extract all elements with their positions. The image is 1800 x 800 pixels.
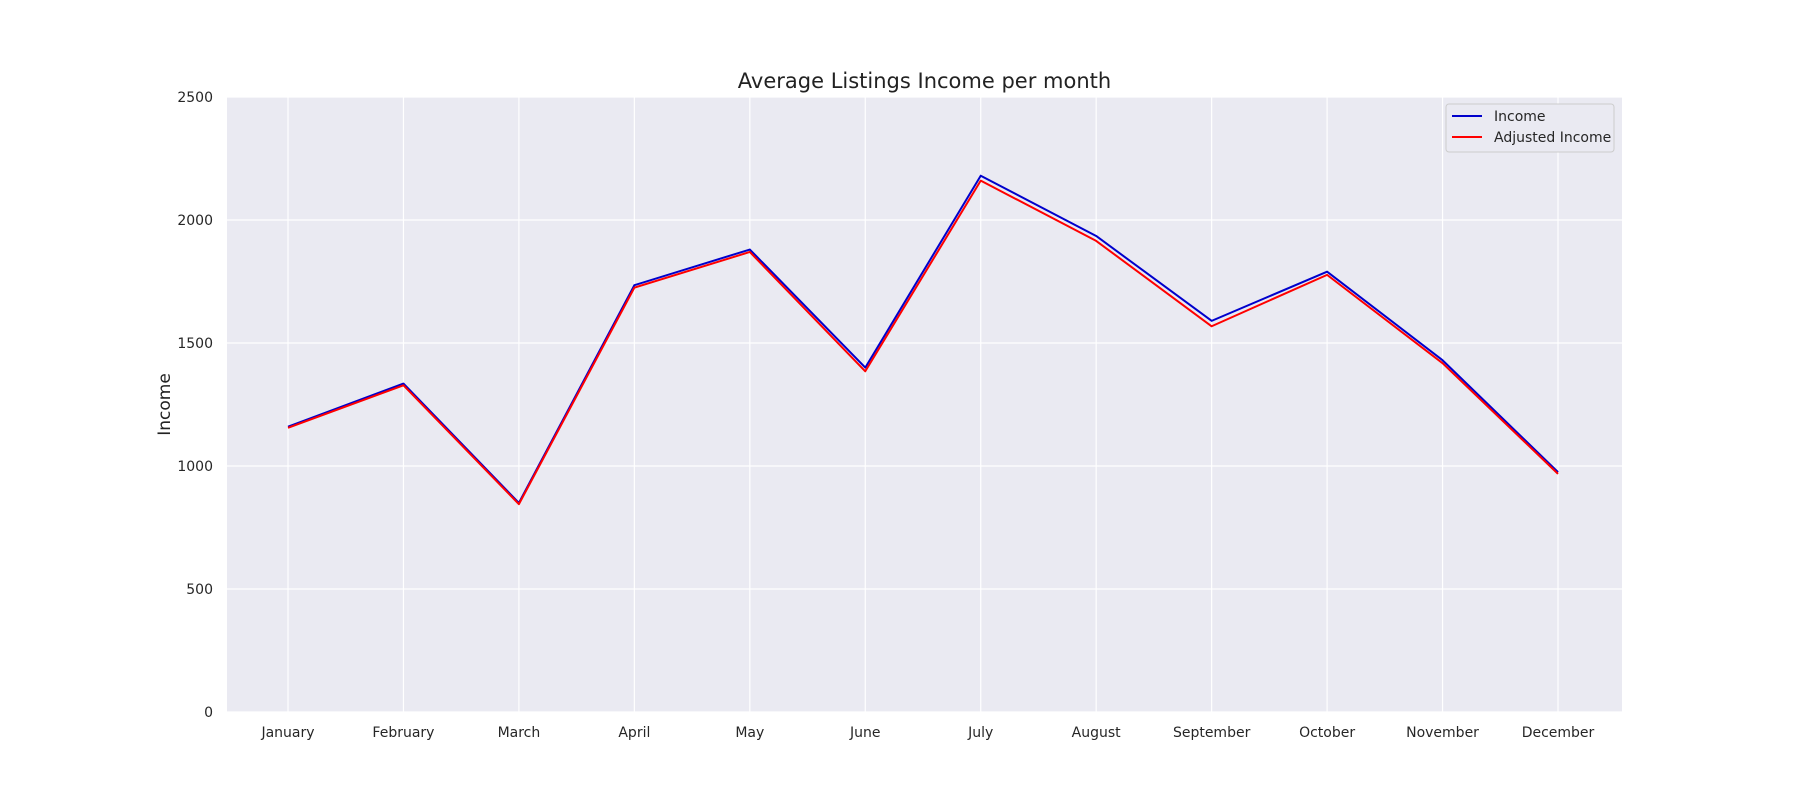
y-tick-labels: 0 500 1000 1500 2000 2500 bbox=[177, 90, 213, 721]
y-tick-label: 1500 bbox=[177, 336, 213, 352]
x-tick-label: March bbox=[498, 725, 541, 741]
legend-label-adjusted-income: Adjusted Income bbox=[1494, 130, 1611, 146]
y-axis-label: Income bbox=[155, 373, 175, 436]
x-tick-label: June bbox=[849, 725, 881, 741]
y-tick-label: 2500 bbox=[177, 90, 213, 106]
legend: Income Adjusted Income bbox=[1445, 103, 1615, 153]
y-tick-label: 0 bbox=[204, 705, 213, 721]
x-tick-label: October bbox=[1299, 725, 1355, 741]
x-tick-label: May bbox=[735, 725, 764, 741]
x-tick-label: February bbox=[372, 725, 434, 741]
x-tick-label: November bbox=[1406, 725, 1479, 741]
x-tick-label: September bbox=[1173, 725, 1251, 741]
plot-area bbox=[227, 97, 1622, 712]
x-tick-label: July bbox=[967, 725, 993, 741]
y-tick-label: 1000 bbox=[177, 459, 213, 475]
x-tick-label: January bbox=[260, 725, 314, 741]
x-tick-label: August bbox=[1072, 725, 1122, 741]
x-tick-labels: January February March April May June July Augu… bbox=[260, 725, 1594, 741]
series-lines bbox=[287, 174, 1559, 506]
legend-box bbox=[1445, 103, 1615, 153]
y-tick-label: 2000 bbox=[177, 213, 213, 229]
chart-title: Average Listings Income per month bbox=[738, 69, 1111, 93]
series-line-adjusted-income bbox=[287, 179, 1559, 506]
x-tick-label: December bbox=[1522, 725, 1595, 741]
grid-lines bbox=[227, 96, 1622, 713]
legend-label-income: Income bbox=[1494, 109, 1546, 125]
y-tick-label: 500 bbox=[186, 582, 213, 598]
x-tick-label: April bbox=[618, 725, 650, 741]
